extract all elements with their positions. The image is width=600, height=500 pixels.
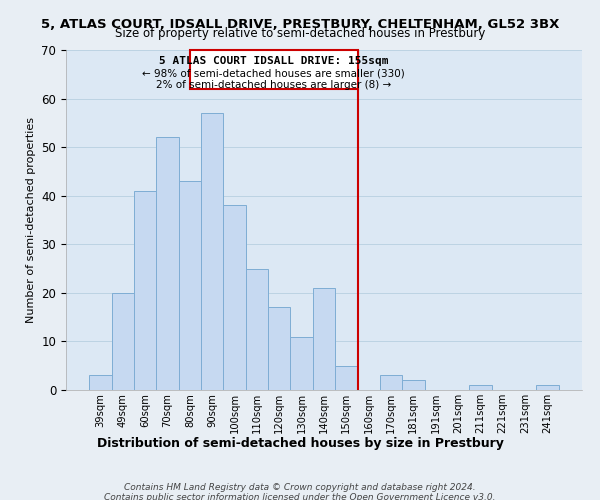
Bar bbox=[157, 138, 179, 390]
Bar bbox=[112, 293, 134, 390]
Bar bbox=[469, 385, 491, 390]
Bar bbox=[223, 206, 246, 390]
Bar bbox=[134, 191, 157, 390]
Text: 5 ATLAS COURT IDSALL DRIVE: 155sqm: 5 ATLAS COURT IDSALL DRIVE: 155sqm bbox=[159, 56, 388, 66]
Bar bbox=[201, 113, 223, 390]
Bar bbox=[536, 385, 559, 390]
Bar bbox=[380, 376, 402, 390]
Bar bbox=[246, 268, 268, 390]
Bar bbox=[290, 336, 313, 390]
Bar bbox=[313, 288, 335, 390]
Text: Contains HM Land Registry data © Crown copyright and database right 2024.: Contains HM Land Registry data © Crown c… bbox=[124, 482, 476, 492]
Y-axis label: Number of semi-detached properties: Number of semi-detached properties bbox=[26, 117, 36, 323]
Bar bbox=[335, 366, 358, 390]
Text: Size of property relative to semi-detached houses in Prestbury: Size of property relative to semi-detach… bbox=[115, 28, 485, 40]
Text: Contains public sector information licensed under the Open Government Licence v3: Contains public sector information licen… bbox=[104, 492, 496, 500]
Bar bbox=[179, 181, 201, 390]
Bar bbox=[268, 308, 290, 390]
FancyBboxPatch shape bbox=[190, 50, 358, 89]
Text: 2% of semi-detached houses are larger (8) →: 2% of semi-detached houses are larger (8… bbox=[156, 80, 391, 90]
Bar bbox=[89, 376, 112, 390]
Text: 5, ATLAS COURT, IDSALL DRIVE, PRESTBURY, CHELTENHAM, GL52 3BX: 5, ATLAS COURT, IDSALL DRIVE, PRESTBURY,… bbox=[41, 18, 559, 30]
Text: ← 98% of semi-detached houses are smaller (330): ← 98% of semi-detached houses are smalle… bbox=[142, 68, 405, 78]
Text: Distribution of semi-detached houses by size in Prestbury: Distribution of semi-detached houses by … bbox=[97, 438, 503, 450]
Bar bbox=[402, 380, 425, 390]
